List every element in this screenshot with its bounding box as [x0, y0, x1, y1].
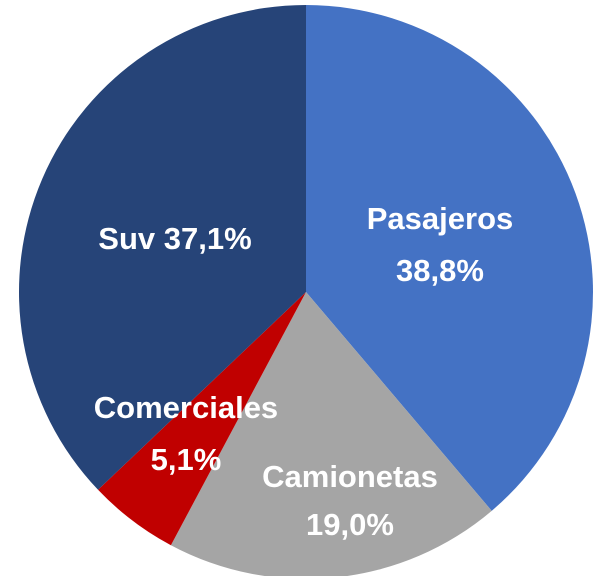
slice-label-name: Suv [98, 221, 156, 256]
slice-label: Suv 37,1% [98, 221, 251, 256]
pie-slice [98, 292, 306, 546]
slice-label-name: Pasajeros [367, 201, 514, 236]
pie-slice [18, 5, 306, 490]
pie-slice [170, 292, 492, 576]
slice-label-name: Comerciales [94, 390, 278, 425]
slice-label-name: Camionetas [262, 459, 438, 494]
pie-slice [306, 5, 594, 511]
slice-label-value: 19,0% [306, 507, 394, 542]
slice-label-value: 38,8% [396, 253, 484, 288]
slice-label-value: 5,1% [151, 442, 222, 477]
slice-label-value: 37,1% [164, 221, 252, 256]
